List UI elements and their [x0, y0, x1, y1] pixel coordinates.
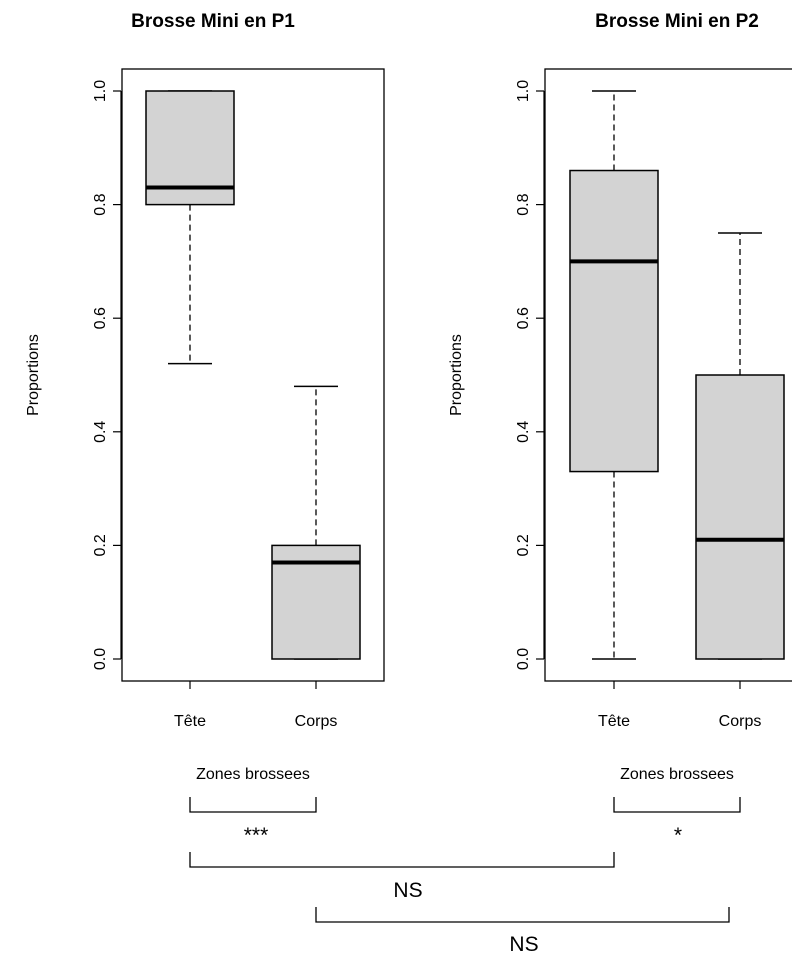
bracket-corps-p1-p2	[315, 907, 730, 923]
y-axis-label: Proportions	[448, 334, 465, 416]
significance-label: NS	[509, 933, 538, 954]
y-tick-label: 1.0	[515, 80, 532, 102]
y-tick-label: 0.0	[92, 648, 109, 670]
significance-label: *	[674, 824, 682, 847]
panel-title: Brosse Mini en P2	[595, 11, 759, 32]
y-tick-label: 1.0	[92, 80, 109, 102]
panel-p1: Brosse Mini en P1 Proportions 0.0 0.2 0.4 0…	[25, 11, 385, 783]
y-tick-label: 0.2	[515, 534, 532, 556]
plot-frame	[121, 68, 385, 682]
x-tick-label: Tête	[174, 713, 206, 730]
box-iqr	[569, 169, 659, 473]
plot-frame	[544, 68, 792, 682]
x-tick-label: Tête	[598, 713, 630, 730]
y-tick-label: 0.4	[92, 421, 109, 443]
significance-label: ***	[244, 824, 269, 847]
box-iqr	[695, 374, 785, 660]
bracket-tete-p1-p2	[189, 852, 615, 868]
significance-label: NS	[393, 879, 422, 902]
y-axis-label: Proportions	[25, 334, 42, 416]
x-axis-label: Zones brossees	[620, 766, 734, 783]
panel-p2: Brosse Mini en P2 Proportions 0.0 0.2 0.4 0…	[448, 11, 792, 783]
y-tick-label: 0.2	[92, 534, 109, 556]
y-tick-label: 0.4	[515, 421, 532, 443]
x-axis-label: Zones brossees	[196, 766, 310, 783]
y-tick-label: 0.8	[515, 193, 532, 215]
bracket-p2-tete-corps	[613, 797, 741, 813]
significance-annotations	[189, 797, 741, 923]
x-tick-label: Corps	[719, 713, 762, 730]
bracket-p1-tete-corps	[189, 797, 317, 813]
y-tick-label: 0.0	[515, 648, 532, 670]
x-tick-label: Corps	[295, 713, 338, 730]
y-tick-label: 0.6	[515, 307, 532, 329]
panel-title: Brosse Mini en P1	[131, 11, 295, 32]
y-tick-label: 0.6	[92, 307, 109, 329]
y-tick-label: 0.8	[92, 193, 109, 215]
